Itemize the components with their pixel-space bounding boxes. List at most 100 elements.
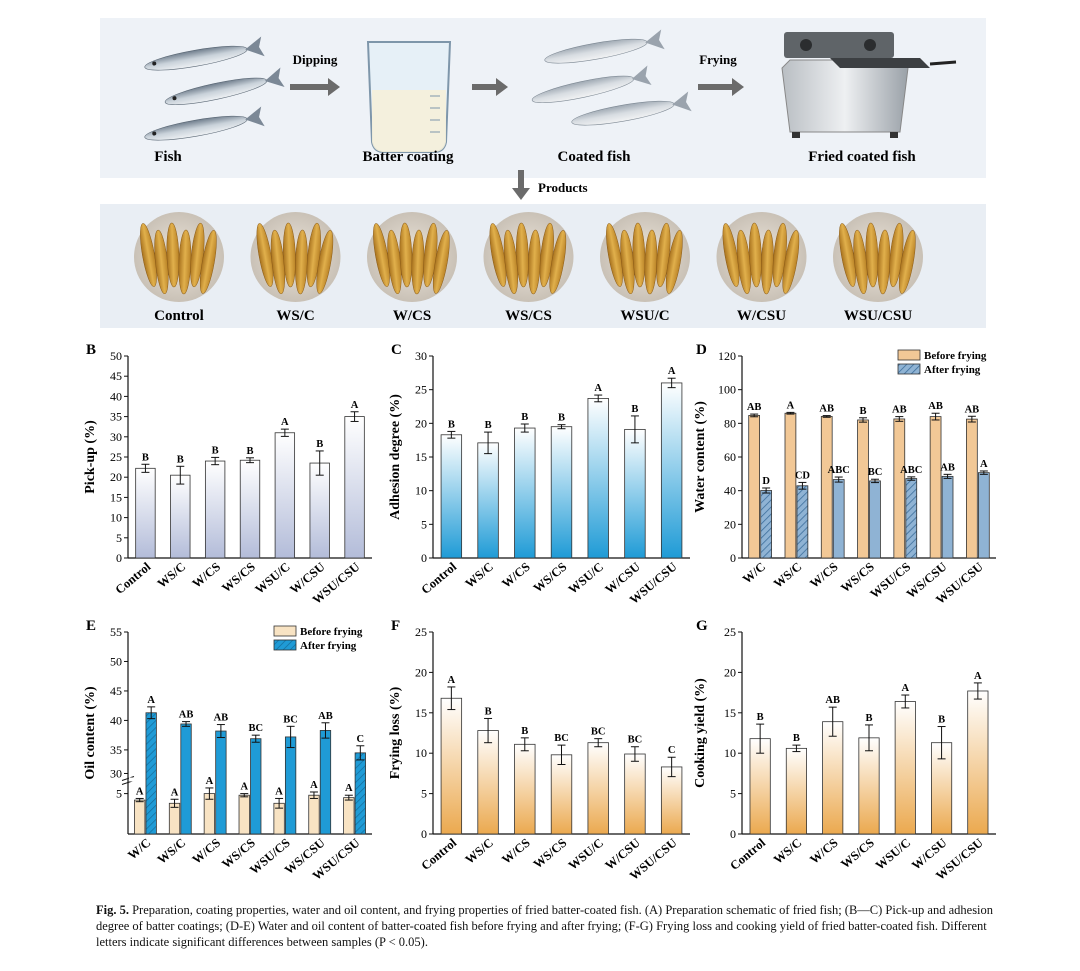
y-tick-label-d-2: 40 <box>724 484 736 498</box>
fried-fish-1-3 <box>166 222 180 288</box>
fryer-icon <box>781 32 957 138</box>
bar-g-7-letter: A <box>974 671 982 682</box>
y-tick-label-g-2: 10 <box>724 746 736 760</box>
panel-label-e: E <box>86 618 96 634</box>
y-tick-label-d-5: 100 <box>718 383 736 397</box>
bar-f-2-letter: B <box>485 706 492 717</box>
product-label-2: WS/C <box>276 308 314 324</box>
bar-d-s2-3-letter: ABC <box>828 465 850 476</box>
caption-fig-label: Fig. 5. <box>96 903 129 917</box>
y-axis-title-d: Water content (%) <box>693 401 708 513</box>
y-axis-title-c: Adhesion degree (%) <box>388 394 403 520</box>
y-tick-label-b-2: 10 <box>110 511 122 525</box>
bar-d-s1-6 <box>929 416 942 559</box>
bar-f-6 <box>624 753 646 835</box>
x-tick-label-e-3: W/CS <box>190 836 224 867</box>
bar-f-3 <box>514 743 536 835</box>
axis-break-mark <box>121 776 135 781</box>
product-label-4: WS/CS <box>505 308 552 324</box>
product-label-7: WSU/CSU <box>844 308 913 324</box>
bar-e-s1-2-letter: A <box>171 787 179 798</box>
bar-f-1 <box>440 697 463 835</box>
fried-fish-6-6 <box>782 230 800 294</box>
x-tick-label-g-2: WS/C <box>771 836 804 867</box>
x-tick-label-e-1: W/C <box>125 836 153 863</box>
bar-d-s2-3 <box>832 479 845 559</box>
bar-d-s1-1 <box>748 415 760 559</box>
bar-c-5-letter: A <box>594 383 602 394</box>
x-tick-label-c-4: WS/CS <box>531 560 570 596</box>
bar-e-s1-2 <box>168 802 181 835</box>
bar-e-s2-3 <box>215 730 227 835</box>
x-tick-label-b-3: W/CS <box>190 560 224 591</box>
bar-c-4 <box>550 426 573 559</box>
bar-g-2-letter: B <box>793 733 800 744</box>
x-tick-label-d-2: WS/C <box>771 560 804 591</box>
fried-fish-7-3 <box>865 222 879 288</box>
fried-fish-group-6 <box>722 222 800 295</box>
x-tick-label-f-2: WS/C <box>463 836 496 867</box>
bar-c-1 <box>440 434 463 559</box>
y-tick-label-d-4: 80 <box>724 416 736 430</box>
bar-c-5 <box>587 398 609 559</box>
bar-d-s1-4 <box>857 419 869 559</box>
bar-g-3 <box>822 721 844 835</box>
bar-e-s2-5 <box>284 736 297 835</box>
y-tick-label-d-1: 20 <box>724 517 736 531</box>
y-tick-label-e-1: 30 <box>110 766 122 780</box>
bar-d-s1-5 <box>893 418 906 559</box>
fried-fish-7-6 <box>898 230 916 294</box>
bar-c-1-letter: B <box>448 419 455 430</box>
bar-e-s2-5-letter: BC <box>283 714 298 725</box>
y-tick-label-e-3: 40 <box>110 713 122 727</box>
legend-label-e-2: After frying <box>300 640 357 652</box>
fried-fish-group-1 <box>140 222 217 295</box>
fried-fish-3-3 <box>399 222 413 288</box>
bar-e-s2-2 <box>180 723 192 835</box>
bar-e-s1-5-letter: A <box>275 786 283 797</box>
y-axis-title-e: Oil content (%) <box>83 686 98 780</box>
bar-d-s2-2-letter: CD <box>795 470 811 481</box>
bar-e-s2-6-letter: AB <box>318 711 333 722</box>
y-tick-label-b-8: 40 <box>110 389 122 403</box>
bar-e-s1-7 <box>343 797 355 835</box>
fried-fish-5-6 <box>665 230 683 294</box>
bar-f-6-letter: BC <box>628 735 643 746</box>
y-tick-label-b-5: 25 <box>110 450 122 464</box>
fried-fish-5-1 <box>606 223 623 287</box>
bar-d-s1-6-letter: AB <box>928 401 943 412</box>
raw-fish-image <box>144 36 285 141</box>
y-tick-label-b-0: 0 <box>116 551 122 565</box>
bar-g-3-letter: AB <box>825 695 840 706</box>
y-tick-label-f-1: 5 <box>421 787 427 801</box>
arrow-frying-icon <box>698 78 744 96</box>
panel-label-f: F <box>391 618 400 634</box>
y-tick-label-d-3: 60 <box>724 450 736 464</box>
bar-f-1-letter: A <box>448 675 456 686</box>
x-tick-label-f-5: WSU/C <box>566 836 606 873</box>
y-tick-label-b-6: 30 <box>110 430 122 444</box>
x-tick-label-b-4: WS/CS <box>219 560 258 596</box>
bar-d-s2-1-letter: D <box>762 476 770 487</box>
y-tick-label-d-0: 0 <box>730 551 736 565</box>
fried-fish-group-3 <box>373 222 450 295</box>
arrow-dipping-icon <box>290 78 340 96</box>
bar-g-4 <box>858 737 880 835</box>
y-axis-title-b: Pick-up (%) <box>83 420 98 494</box>
fried-fish-4-6 <box>549 230 567 294</box>
bar-d-s1-4-letter: B <box>860 406 867 417</box>
legend-swatch-d-1 <box>897 349 921 361</box>
x-tick-label-b-5: WSU/C <box>252 560 292 597</box>
x-tick-label-b-2: WS/C <box>155 560 188 591</box>
bar-g-5 <box>894 701 916 835</box>
x-tick-label-c-5: WSU/C <box>566 560 606 597</box>
y-tick-label-c-5: 25 <box>415 383 427 397</box>
x-tick-label-d-3: W/CS <box>807 560 841 591</box>
bar-f-4 <box>550 754 573 835</box>
product-label-5: WSU/C <box>620 308 669 324</box>
bar-d-s2-7-letter: A <box>980 459 988 470</box>
fried-fish-4-1 <box>489 223 507 287</box>
product-label-1: Control <box>154 308 204 324</box>
